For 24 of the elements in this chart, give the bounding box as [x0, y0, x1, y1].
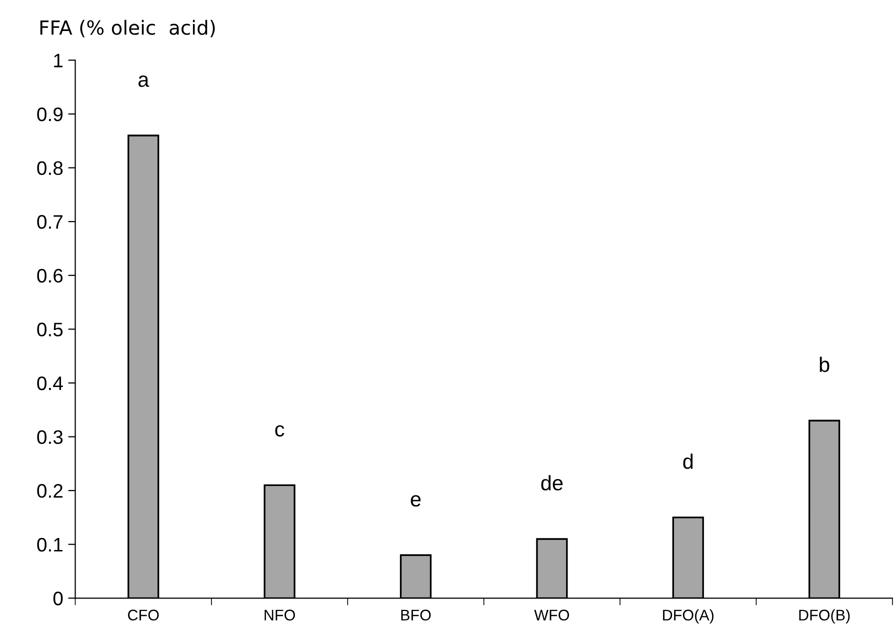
y-tick-label: 0.8 — [37, 161, 63, 176]
y-tick-label: 0.2 — [37, 484, 62, 498]
y-tick-label: 0.7 — [37, 215, 62, 229]
annotation: de — [541, 475, 563, 490]
annotation: d — [683, 454, 693, 469]
y-tick-label: 1 — [54, 54, 63, 68]
y-tick-label: 0 — [53, 592, 63, 606]
annotation: e — [410, 495, 421, 507]
annotation: a — [138, 76, 150, 87]
x-tick-label: CFO — [128, 610, 159, 620]
y-tick-label: 0.1 — [37, 538, 63, 552]
x-tick-label: WFO — [534, 610, 570, 620]
y-tick-label: 0.5 — [37, 322, 63, 336]
y-axis-title: FFA (% oleic acid) — [40, 20, 215, 38]
y-tick-label: 0.4 — [37, 376, 63, 390]
y-tick-label: 0.3 — [37, 430, 63, 444]
x-tick-label: NFO — [264, 610, 295, 620]
annotation: c — [275, 425, 284, 437]
x-tick-label: BFO — [401, 610, 431, 620]
y-tick-label: 0.9 — [37, 107, 63, 122]
x-tick-label: DFO(B) — [799, 609, 850, 624]
y-tick-label: 0.6 — [37, 268, 63, 283]
annotation: b — [820, 356, 830, 372]
x-tick-label: DFO(A) — [663, 609, 714, 624]
